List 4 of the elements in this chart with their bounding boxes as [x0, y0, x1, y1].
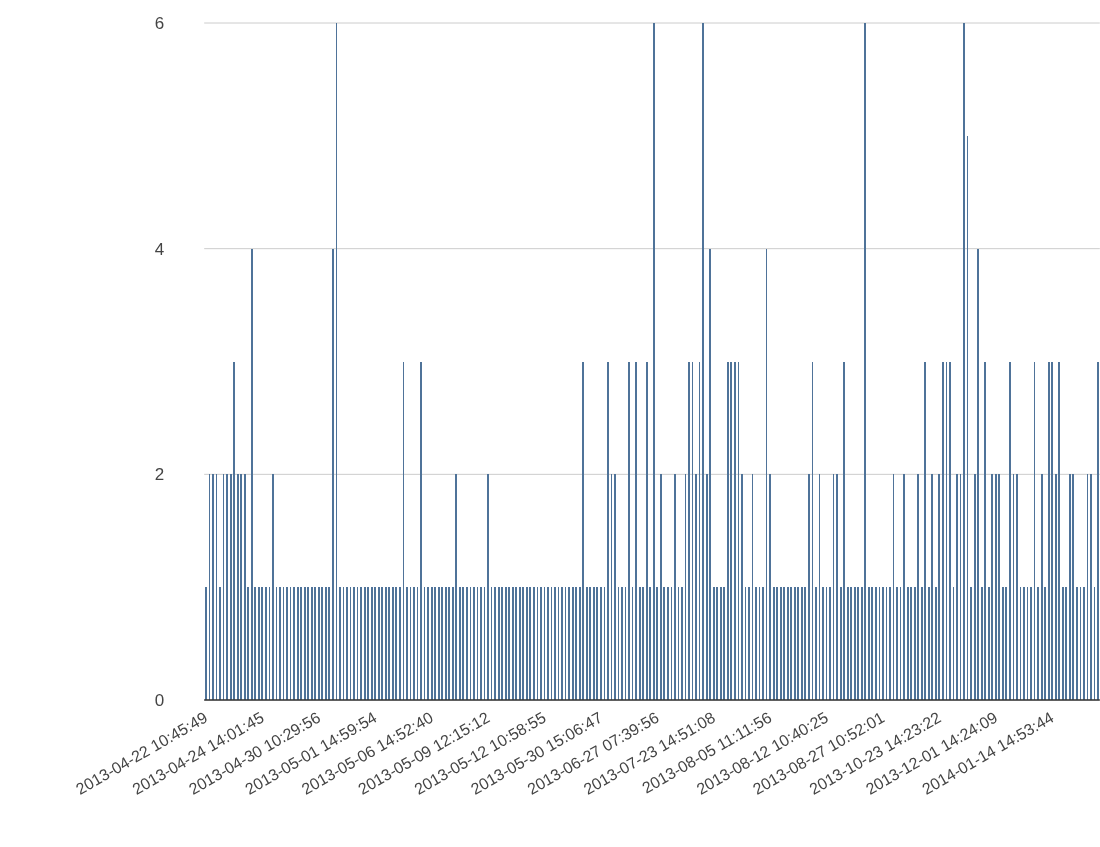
y-tick-label: 4 [154, 239, 165, 259]
y-tick-label: 0 [154, 690, 165, 710]
y-tick-label: 2 [154, 465, 165, 485]
y-tick-label: 6 [154, 13, 165, 33]
